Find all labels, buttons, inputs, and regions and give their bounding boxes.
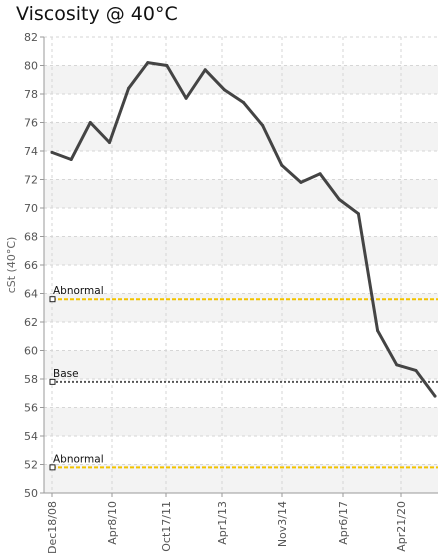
y-tick-label: 72 [24,174,38,187]
grid-band [44,350,438,379]
x-tick-label: Apr8/10 [106,501,119,545]
grid-lines [44,36,438,494]
x-tick-label: Oct17/11 [160,501,173,552]
y-tick-label: 52 [24,459,38,472]
y-tick-label: 54 [24,430,38,443]
data-point [395,363,399,367]
y-tick-label: 70 [24,202,38,215]
data-point [433,394,437,398]
grid-band [44,407,438,436]
data-point [107,140,111,144]
data-point [69,158,73,162]
x-tick-label: Apr6/17 [337,501,350,545]
x-tick-label: Apr21/20 [395,501,408,552]
series-line [50,61,437,398]
y-tick-label: 66 [24,259,38,272]
y-tick-label: 78 [24,88,38,101]
data-point [184,96,188,100]
data-point [203,68,207,72]
reference-label: Base [53,368,79,380]
data-point [356,212,360,216]
reference-marker [49,464,56,471]
grid-band [44,236,438,265]
y-axis-label: cSt (40°C) [5,237,18,294]
x-tick-label: Nov3/14 [276,501,289,547]
y-tick-label: 58 [24,373,38,386]
background-bands [44,65,438,493]
reference-label: Abnormal [53,453,104,465]
y-tick-label: 76 [24,117,38,130]
y-tick-label: 68 [24,231,38,244]
y-tick-label: 60 [24,345,38,358]
data-point [280,163,284,167]
axes [40,36,438,497]
grid-band [44,179,438,208]
x-tick-label: Apr1/13 [216,501,229,545]
data-point [222,88,226,92]
y-tick-label: 82 [24,31,38,44]
grid-band [44,122,438,151]
data-point [376,329,380,333]
data-point [261,123,265,127]
y-tick-label: 50 [24,487,38,500]
reference-marker [49,296,56,303]
y-tick-label: 56 [24,402,38,415]
data-point [50,150,54,154]
data-point [146,61,150,65]
data-point [88,121,92,124]
y-tick-label: 74 [24,145,38,158]
chart-title: Viscosity @ 40°C [16,3,178,25]
reference-label: Abnormal [53,285,104,297]
grid-band [44,464,438,493]
grid-band [44,65,438,94]
data-point [299,180,303,184]
y-tick-label: 80 [24,60,38,73]
y-tick-label: 62 [24,316,38,329]
y-tick-label: 64 [24,288,38,301]
data-point [242,101,245,105]
reference-marker [49,378,56,385]
tick-labels: 50 52 54 56 58 60 62 64 66 68 70 72 74 76 78 80 82 Dec18/… [24,31,408,554]
data-point [337,197,341,201]
x-tick-label: Dec18/08 [46,501,59,554]
data-point [414,368,418,372]
data-point [318,172,322,176]
data-point [165,64,169,67]
series-layer [50,61,437,398]
grid-band [44,293,438,322]
data-point [127,86,131,90]
